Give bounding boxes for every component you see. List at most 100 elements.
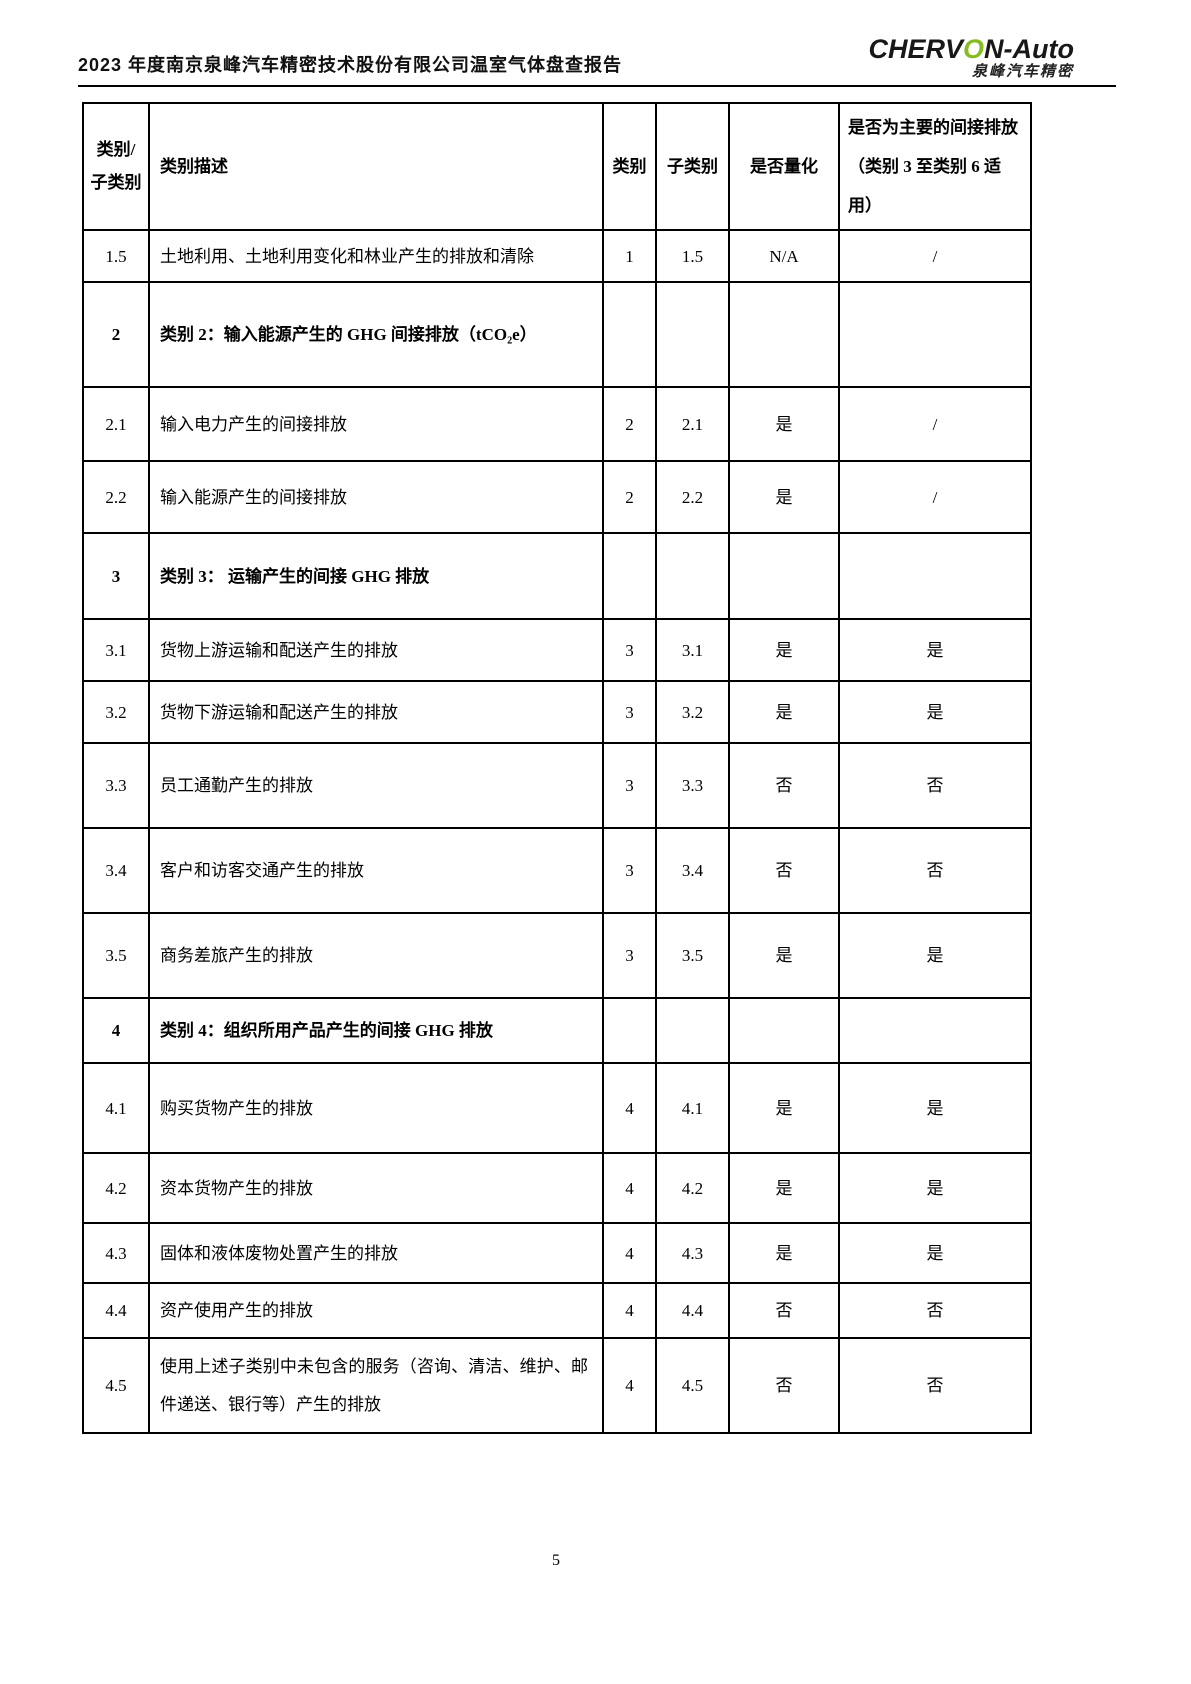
- logo-o-ring-icon: O: [963, 34, 985, 64]
- row-quantified-cell: [728, 997, 840, 1065]
- table-row: 4.5 使用上述子类别中未包含的服务（咨询、清洁、维护、邮件递送、银行等）产生的…: [82, 1337, 1032, 1435]
- row-subcategory-cell: 3.1: [655, 618, 730, 683]
- row-desc-cell: 员工通勤产生的排放: [148, 742, 604, 830]
- row-quantified-cell: 否: [728, 742, 840, 830]
- header-category-subcategory: 类别/ 子类别: [82, 101, 150, 232]
- row-subcategory-cell: 2.2: [655, 460, 730, 535]
- header-subcategory: 子类别: [655, 101, 730, 232]
- table-row: 3.2 货物下游运输和配送产生的排放 3 3.2 是 是: [82, 680, 1032, 745]
- table-row: 4.2 资本货物产生的排放 4 4.2 是 是: [82, 1152, 1032, 1225]
- row-id-cell: 3.2: [82, 680, 150, 745]
- row-quantified-cell: N/A: [728, 229, 840, 284]
- table-row: 3.3 员工通勤产生的排放 3 3.3 否 否: [82, 742, 1032, 830]
- table-row: 1.5 土地利用、土地利用变化和林业产生的排放和清除 1 1.5 N/A /: [82, 229, 1032, 284]
- table-row: 4.1 购买货物产生的排放 4 4.1 是 是: [82, 1062, 1032, 1155]
- row-quantified-cell: [728, 281, 840, 389]
- logo-text-suffix: N-Auto: [984, 34, 1074, 64]
- page-number: 5: [552, 1552, 560, 1569]
- row-quantified-cell: 否: [728, 1282, 840, 1340]
- logo-wordmark: CHERVON-Auto: [869, 36, 1075, 63]
- row-subcategory-cell: [655, 281, 730, 389]
- row-subcategory-cell: 3.4: [655, 827, 730, 915]
- table-row: 3.5 商务差旅产生的排放 3 3.5 是 是: [82, 912, 1032, 1000]
- row-category-cell: 3: [602, 827, 657, 915]
- row-major-cell: 是: [838, 1062, 1032, 1155]
- row-category-cell: 3: [602, 618, 657, 683]
- row-category-cell: 4: [602, 1337, 657, 1435]
- row-major-cell: 否: [838, 1337, 1032, 1435]
- row-quantified-cell: 是: [728, 618, 840, 683]
- row-category-cell: 1: [602, 229, 657, 284]
- row-id-cell: 4.5: [82, 1337, 150, 1435]
- row-desc-cell: 货物上游运输和配送产生的排放: [148, 618, 604, 683]
- header-major-indirect: 是否为主要的间接排放（类别 3 至类别 6 适用）: [838, 101, 1032, 232]
- row-quantified-cell: 否: [728, 827, 840, 915]
- row-subcategory-cell: 4.2: [655, 1152, 730, 1225]
- row-subcategory-cell: [655, 997, 730, 1065]
- row-quantified-cell: [728, 532, 840, 621]
- logo-chinese-name: 泉峰汽车精密: [971, 63, 1074, 80]
- table-header-row: 类别/ 子类别 类别描述 类别 子类别 是否量化 是否为主要的间接排放（类别 3…: [82, 101, 1032, 232]
- row-major-cell: /: [838, 460, 1032, 535]
- row-major-cell: [838, 532, 1032, 621]
- row-category-cell: 2: [602, 460, 657, 535]
- row-desc-cell: 输入电力产生的间接排放: [148, 386, 604, 463]
- row-major-cell: /: [838, 229, 1032, 284]
- row-desc-cell: 商务差旅产生的排放: [148, 912, 604, 1000]
- row-desc-cell: 购买货物产生的排放: [148, 1062, 604, 1155]
- row-major-cell: 否: [838, 827, 1032, 915]
- table-row: 3.4 客户和访客交通产生的排放 3 3.4 否 否: [82, 827, 1032, 915]
- row-id-cell: 4.4: [82, 1282, 150, 1340]
- row-id-cell: 4.2: [82, 1152, 150, 1225]
- row-id-cell: 3.3: [82, 742, 150, 830]
- row-quantified-cell: 否: [728, 1337, 840, 1435]
- row-category-cell: 4: [602, 1062, 657, 1155]
- table-category-row: 3 类别 3： 运输产生的间接 GHG 排放: [82, 532, 1032, 621]
- row-major-cell: 是: [838, 618, 1032, 683]
- row-subcategory-cell: [655, 532, 730, 621]
- row-id-cell: 2.2: [82, 460, 150, 535]
- table-row: 2.2 输入能源产生的间接排放 2 2.2 是 /: [82, 460, 1032, 535]
- row-id-cell: 3: [82, 532, 150, 621]
- row-desc-cell: 客户和访客交通产生的排放: [148, 827, 604, 915]
- row-subcategory-cell: 2.1: [655, 386, 730, 463]
- row-desc-cell: 货物下游运输和配送产生的排放: [148, 680, 604, 745]
- row-subcategory-cell: 4.3: [655, 1222, 730, 1285]
- header-category: 类别: [602, 101, 657, 232]
- row-category-cell: [602, 997, 657, 1065]
- table-category-row: 4 类别 4：组织所用产品产生的间接 GHG 排放: [82, 997, 1032, 1065]
- row-quantified-cell: 是: [728, 460, 840, 535]
- row-id-cell: 4.3: [82, 1222, 150, 1285]
- table-row: 4.3 固体和液体废物处置产生的排放 4 4.3 是 是: [82, 1222, 1032, 1285]
- table-category-row: 2 类别 2：输入能源产生的 GHG 间接排放（tCO₂e）: [82, 281, 1032, 389]
- row-subcategory-cell: 4.1: [655, 1062, 730, 1155]
- row-category-cell: 3: [602, 742, 657, 830]
- row-subcategory-cell: 4.5: [655, 1337, 730, 1435]
- header-quantified: 是否量化: [728, 101, 840, 232]
- row-quantified-cell: 是: [728, 386, 840, 463]
- table-row: 2.1 输入电力产生的间接排放 2 2.1 是 /: [82, 386, 1032, 463]
- row-desc-cell: 固体和液体废物处置产生的排放: [148, 1222, 604, 1285]
- chervon-auto-logo: CHERVON-Auto 泉峰汽车精密: [869, 36, 1075, 80]
- row-desc-cell: 类别 4：组织所用产品产生的间接 GHG 排放: [148, 997, 604, 1065]
- row-id-cell: 4: [82, 997, 150, 1065]
- row-desc-cell: 类别 3： 运输产生的间接 GHG 排放: [148, 532, 604, 621]
- row-category-cell: 2: [602, 386, 657, 463]
- row-subcategory-cell: 4.4: [655, 1282, 730, 1340]
- table-row: 3.1 货物上游运输和配送产生的排放 3 3.1 是 是: [82, 618, 1032, 683]
- row-quantified-cell: 是: [728, 912, 840, 1000]
- row-id-cell: 1.5: [82, 229, 150, 284]
- row-major-cell: 是: [838, 912, 1032, 1000]
- row-desc-cell: 土地利用、土地利用变化和林业产生的排放和清除: [148, 229, 604, 284]
- row-category-cell: 3: [602, 912, 657, 1000]
- row-desc-cell: 资产使用产生的排放: [148, 1282, 604, 1340]
- row-major-cell: 是: [838, 1152, 1032, 1225]
- row-quantified-cell: 是: [728, 680, 840, 745]
- row-major-cell: 是: [838, 680, 1032, 745]
- row-quantified-cell: 是: [728, 1222, 840, 1285]
- row-id-cell: 3.5: [82, 912, 150, 1000]
- row-id-cell: 4.1: [82, 1062, 150, 1155]
- row-desc-cell: 资本货物产生的排放: [148, 1152, 604, 1225]
- page-header: 2023 年度南京泉峰汽车精密技术股份有限公司温室气体盘查报告 CHERVON-…: [78, 0, 1116, 87]
- ghg-category-table: 类别/ 子类别 类别描述 类别 子类别 是否量化 是否为主要的间接排放（类别 3…: [82, 101, 1032, 1435]
